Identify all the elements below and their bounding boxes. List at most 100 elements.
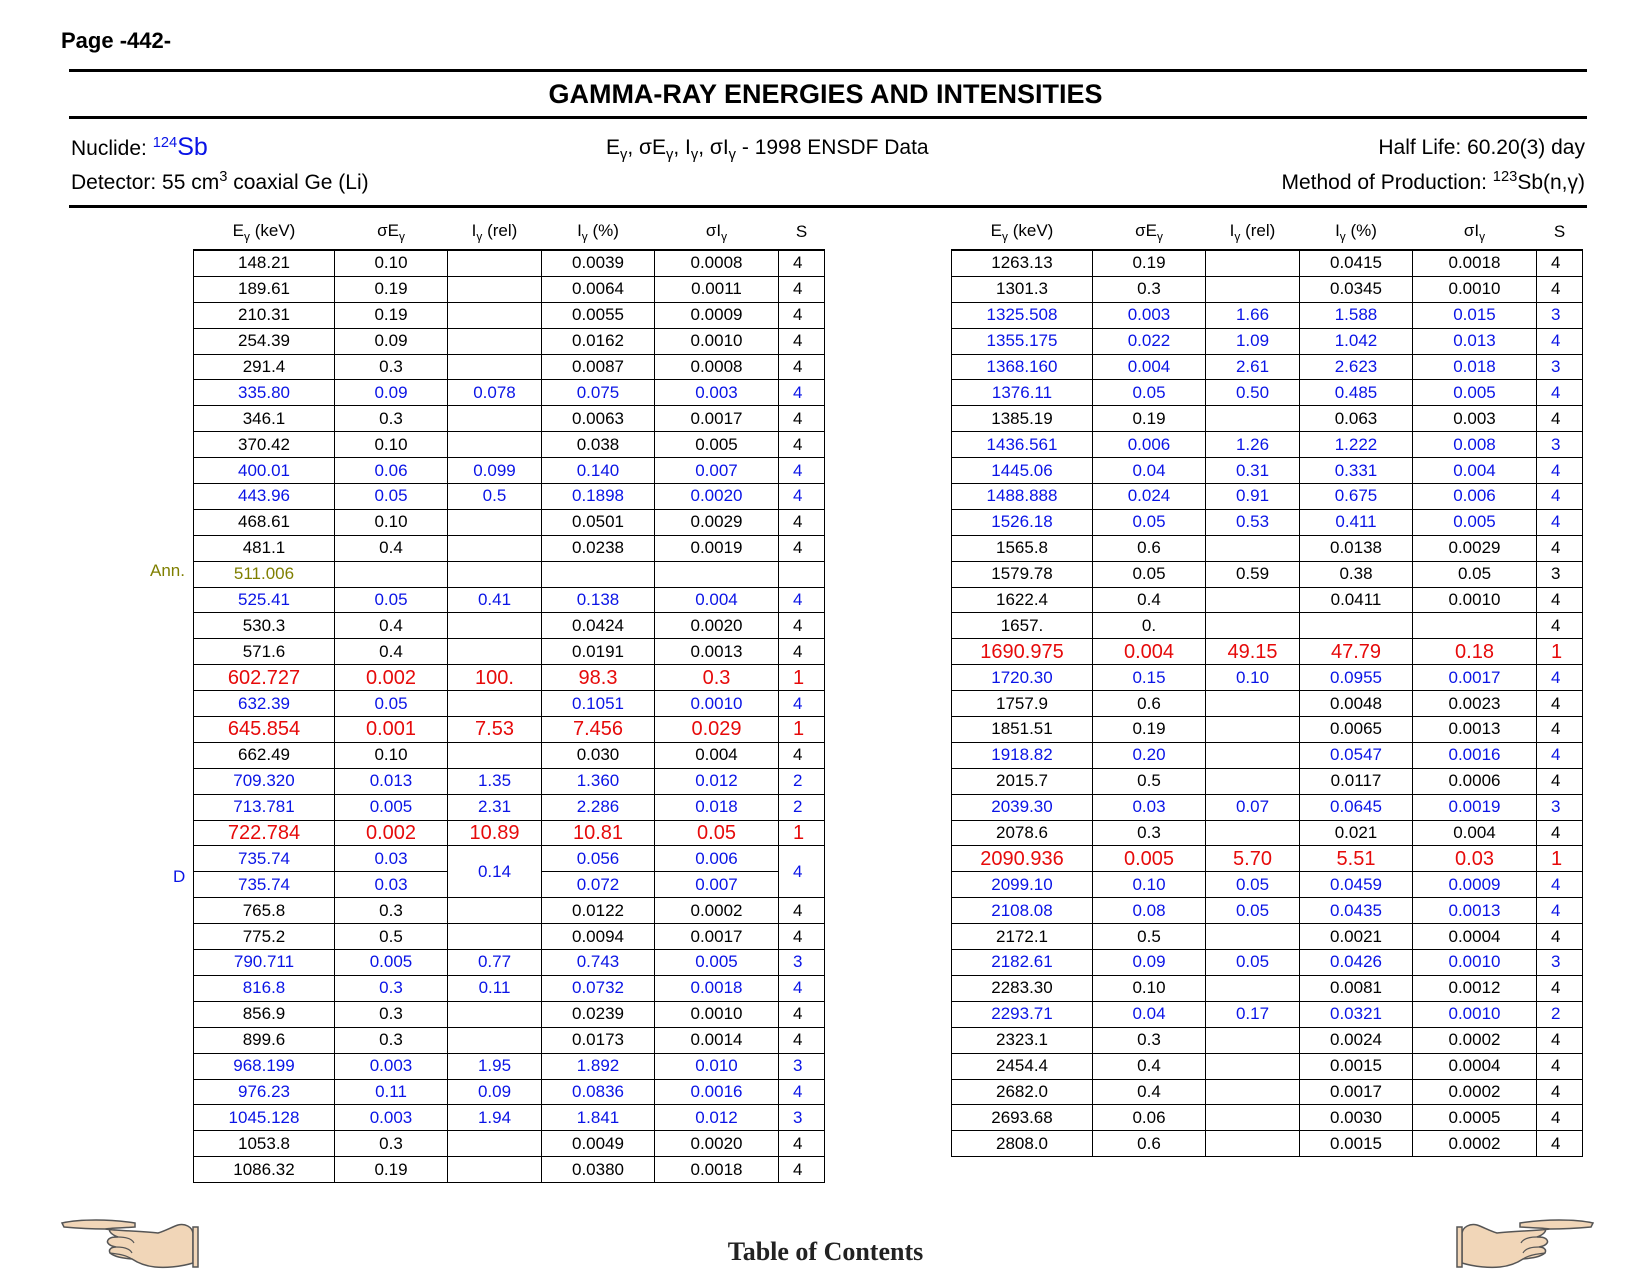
intensity-rel-cell: 0.50 [1205,379,1300,407]
table-row: 2693.68 0.06 0.0030 0.0005 4 [951,1104,1583,1132]
intensity-rel-cell: 0.10 [1205,664,1300,692]
sigma-intensity-cell [1412,612,1537,640]
table-row: 189.61 0.19 0.0064 0.0011 4 [193,275,825,303]
sigma-energy-cell: 0. [1092,612,1206,640]
table-row: 254.39 0.09 0.0162 0.0010 4 [193,327,825,355]
col-s: S [795,222,808,241]
table-of-contents-link[interactable]: Table of Contents [727,1237,924,1266]
intensity-pct-cell: 0.1898 [541,483,655,510]
intensity-rel-cell [1205,1052,1300,1080]
table-row: 645.854 0.001 7.53 7.456 0.029 1 [193,716,825,743]
intensity-pct-cell: 2.623 [1299,353,1413,381]
s-cell: 4 [1536,767,1583,795]
sigma-energy-cell: 0.6 [1092,1130,1206,1158]
intensity-pct-cell: 0.0238 [541,534,655,562]
sigma-energy-cell: 0.10 [334,741,448,769]
intensity-rel-cell: 1.94 [447,1104,542,1132]
s-cell: 4 [778,1156,825,1184]
intensity-pct-cell: 0.0094 [541,923,655,951]
s-cell: 4 [1536,275,1583,303]
intensity-pct-cell: 0.0411 [1299,586,1413,614]
energy-cell: 662.49 [193,741,335,769]
energy-cell: 602.727 [193,664,335,692]
intensity-pct-cell: 0.038 [541,431,655,459]
col-intensity-pct: Iγ (%) [1335,220,1377,244]
energy-cell: 1565.8 [951,534,1093,562]
energy-cell: 1526.18 [951,508,1093,536]
intensity-pct-cell [1299,612,1413,640]
table-row: 713.781 0.005 2.31 2.286 0.018 2 [193,793,825,821]
energy-cell: 2090.936 [951,845,1093,873]
table-row: 856.9 0.3 0.0239 0.0010 4 [193,1000,825,1028]
s-cell: 4 [778,923,825,951]
sigma-intensity-cell: 0.0018 [654,974,779,1002]
intensity-rel-cell: 0.05 [1205,871,1300,899]
sigma-intensity-cell: 0.013 [1412,327,1537,355]
sigma-energy-cell: 0.3 [334,897,448,925]
col-s: S [1553,222,1566,241]
energy-cell: 1385.19 [951,405,1093,433]
sigma-energy-cell: 0.19 [334,1156,448,1184]
energy-cell: 765.8 [193,897,335,925]
pointing-hand-left-icon[interactable] [60,1213,200,1271]
intensity-rel-cell: 0.05 [1205,949,1300,976]
sigma-energy-cell: 0.3 [1092,819,1206,847]
sigma-intensity-cell: 0.0002 [1412,1026,1537,1054]
intensity-rel-cell [447,1156,542,1184]
energy-cell: 816.8 [193,974,335,1002]
energy-cell: 1720.30 [951,664,1093,692]
s-cell: 4 [778,379,825,407]
s-cell: 1 [1536,638,1583,666]
s-cell: 4 [778,405,825,433]
sigma-energy-cell: 0.05 [334,483,448,510]
intensity-rel-cell [447,1000,542,1028]
energy-cell: 1622.4 [951,586,1093,614]
sigma-energy-cell: 0.3 [334,353,448,381]
sigma-energy-cell: 0.005 [334,793,448,821]
sigma-energy-cell: 0.002 [334,819,448,847]
intensity-rel-cell: 0.5 [447,483,542,510]
table-row: 722.784 0.002 10.89 10.81 0.05 1 [193,819,825,847]
intensity-pct-cell: 2.286 [541,793,655,821]
sigma-energy-cell: 0.5 [334,923,448,951]
pointing-hand-right-icon[interactable] [1455,1213,1595,1271]
col-intensity-rel: Iγ (rel) [471,220,518,244]
sigma-intensity-cell: 0.0019 [1412,793,1537,821]
intensity-pct-cell: 0.0501 [541,508,655,536]
s-cell: 4 [1536,690,1583,718]
energy-cell: 713.781 [193,793,335,821]
intensity-rel-cell: 5.70 [1205,845,1300,873]
intensity-rel-cell: 0.41 [447,586,542,614]
intensity-rel-cell [1205,819,1300,847]
intensity-pct-cell: 0.0191 [541,638,655,666]
sigma-energy-cell: 0.05 [334,586,448,614]
sigma-intensity-cell: 0.0013 [1412,897,1537,925]
sigma-intensity-cell: 0.012 [654,1104,779,1132]
table-row: 2182.61 0.09 0.05 0.0426 0.0010 3 [951,949,1583,976]
s-cell: 4 [778,741,825,769]
s-cell: 3 [778,1052,825,1080]
half-life: Half Life: 60.20(3) day [1378,136,1585,159]
energy-cell: 1086.32 [193,1156,335,1184]
intensity-pct-cell: 1.360 [541,767,655,795]
intensity-pct-cell: 5.51 [1299,845,1413,873]
col-intensity-rel: Iγ (rel) [1229,220,1276,244]
sigma-intensity-cell: 0.006 [654,845,779,873]
energy-cell: 976.23 [193,1078,335,1106]
sigma-intensity-cell: 0.004 [654,586,779,614]
intensity-pct-cell: 0.0836 [541,1078,655,1106]
intensity-pct-cell: 0.0345 [1299,275,1413,303]
energy-cell: 468.61 [193,508,335,536]
sigma-energy-cell: 0.003 [1092,301,1206,329]
table-row: 1385.19 0.19 0.063 0.003 4 [951,405,1583,433]
table-row: 775.2 0.5 0.0094 0.0017 4 [193,923,825,951]
energy-cell: 1053.8 [193,1130,335,1158]
s-cell: 1 [1536,845,1583,873]
energy-cell: 2039.30 [951,793,1093,821]
sigma-intensity-cell: 0.0020 [654,1130,779,1158]
intensity-rel-cell: 49.15 [1205,638,1300,666]
intensity-rel-cell [1205,586,1300,614]
intensity-pct-cell: 0.0435 [1299,897,1413,925]
sigma-intensity-cell: 0.0018 [654,1156,779,1184]
col-energy: Eγ (keV) [232,220,296,244]
